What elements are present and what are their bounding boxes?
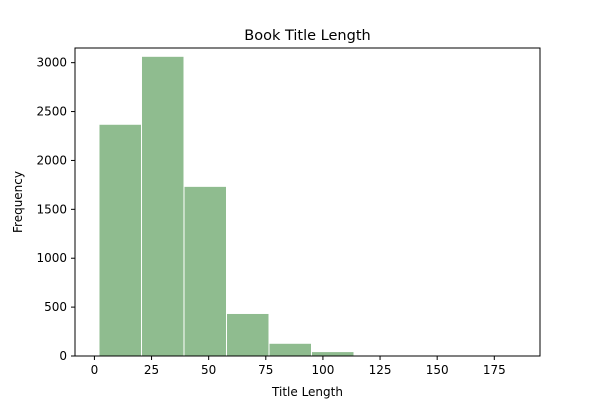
histogram-bar — [310, 351, 355, 357]
y-tick-label: 2500 — [36, 105, 67, 119]
y-axis-label: Frequency — [11, 171, 25, 233]
y-tick-label: 3000 — [36, 56, 67, 70]
x-axis-label: Title Length — [271, 385, 343, 399]
histogram-bar — [268, 342, 312, 357]
x-axis-ticks: 0 25 50 75 100 125 150 175 — [91, 356, 506, 377]
histogram-bar — [183, 185, 227, 357]
plot-frame — [74, 47, 541, 357]
y-tick-label: 0 — [59, 349, 67, 363]
x-tick-label: 0 — [91, 363, 99, 377]
y-tick-label: 500 — [44, 300, 67, 314]
x-tick-label: 150 — [426, 363, 449, 377]
y-tick-label: 2000 — [36, 153, 67, 167]
y-axis-ticks: 0 500 1000 1500 2000 2500 3000 — [36, 56, 75, 363]
histogram-bar — [140, 55, 185, 357]
histogram-bar — [225, 312, 270, 357]
histogram-bar — [98, 123, 142, 357]
y-tick-label: 1500 — [36, 202, 67, 216]
x-tick-label: 175 — [483, 363, 506, 377]
x-tick-label: 125 — [369, 363, 392, 377]
x-tick-label: 75 — [258, 363, 273, 377]
y-tick-label: 1000 — [36, 251, 67, 265]
x-tick-label: 50 — [201, 363, 216, 377]
x-tick-label: 100 — [311, 363, 334, 377]
x-tick-label: 25 — [144, 363, 159, 377]
chart-title: Book Title Length — [244, 28, 370, 44]
